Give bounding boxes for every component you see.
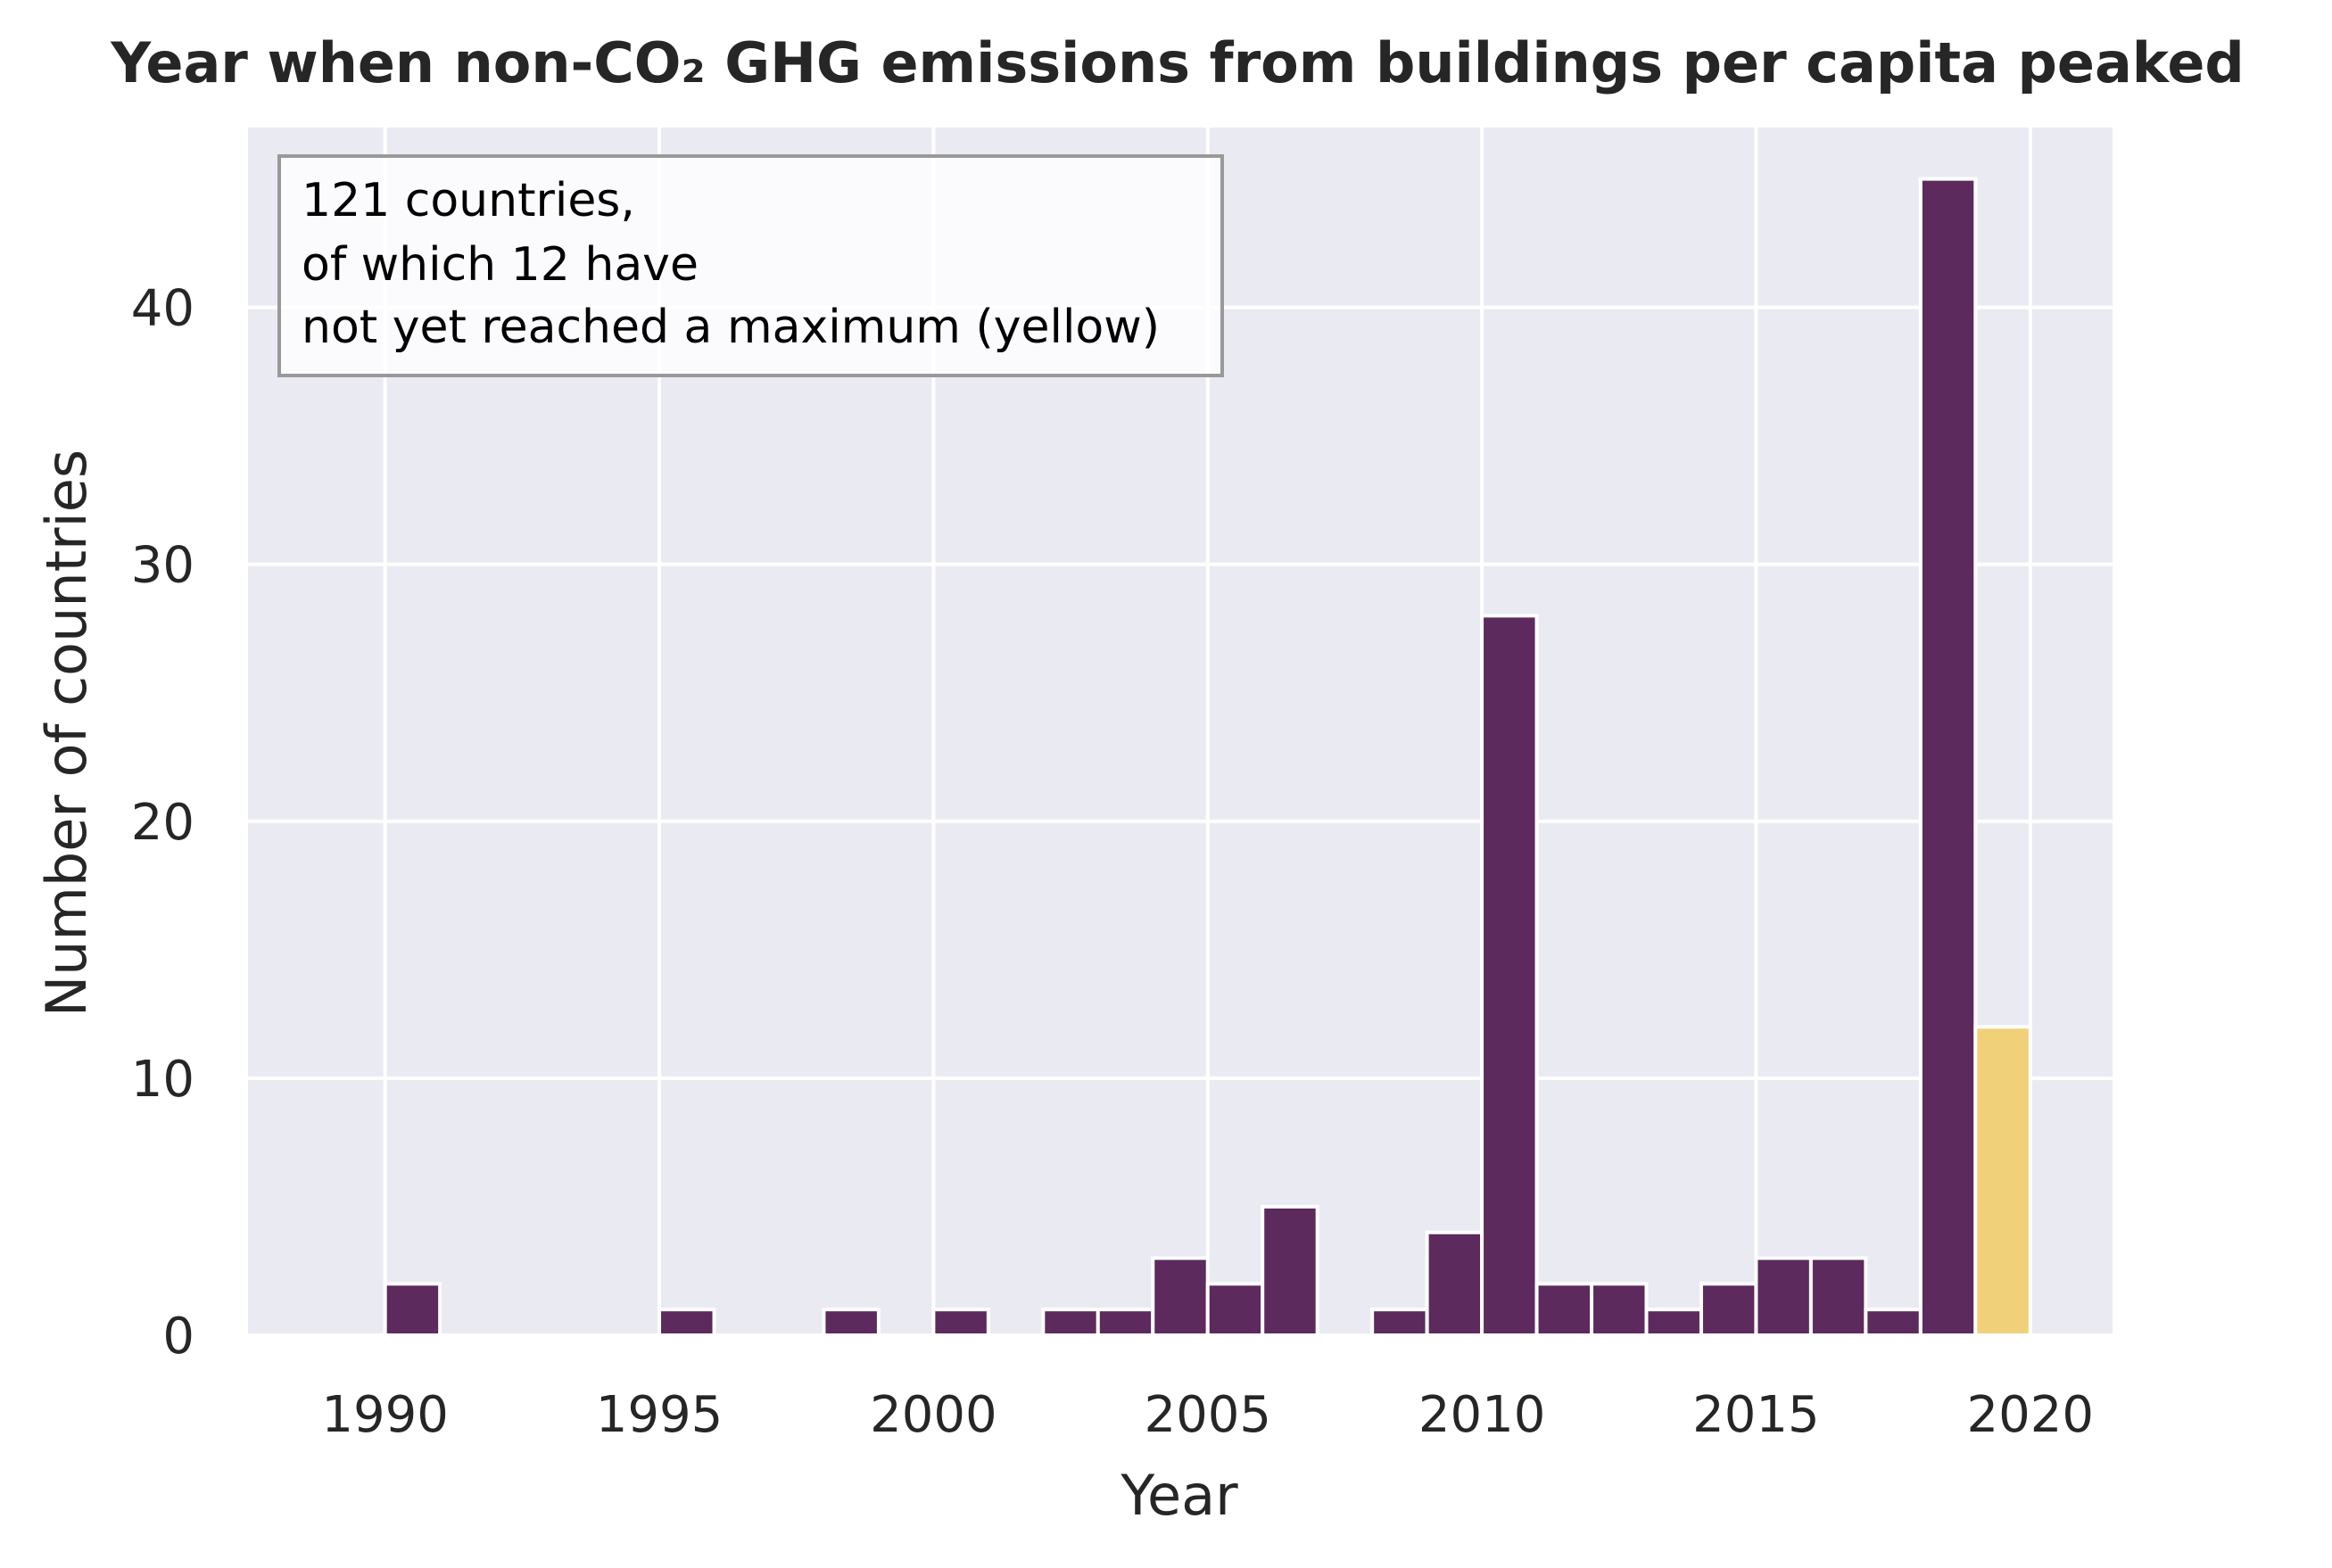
histogram-bar: [1534, 1282, 1594, 1337]
histogram-bar: [1918, 177, 1978, 1337]
annotation-box: 121 countries, of which 12 have not yet …: [277, 154, 1224, 377]
y-tick-label: 0: [162, 1308, 194, 1366]
histogram-bar: [1644, 1308, 1703, 1338]
histogram-bar: [1096, 1308, 1155, 1338]
y-axis-label: Number of countries: [34, 450, 99, 1017]
chart-title: Year when non-CO₂ GHG emissions from bui…: [110, 30, 2245, 95]
annotation-line: of which 12 have: [302, 238, 699, 292]
x-tick-label: 2000: [870, 1386, 997, 1444]
histogram-bar: [1151, 1256, 1210, 1337]
histogram-bar: [1590, 1282, 1649, 1337]
histogram-bar: [931, 1308, 990, 1338]
annotation-line: 121 countries,: [302, 174, 635, 227]
y-tick-label: 10: [131, 1051, 194, 1109]
y-tick-label: 40: [131, 280, 194, 338]
histogram-bar: [1864, 1308, 1923, 1338]
histogram-bar: [822, 1308, 881, 1338]
histogram-bar: [1754, 1256, 1813, 1337]
histogram-bar: [1699, 1282, 1758, 1337]
y-tick-labels: 0 10 20 30 40: [131, 280, 194, 1366]
x-axis-label: Year: [1120, 1463, 1238, 1528]
histogram-bar: [383, 1282, 442, 1337]
annotation-line: not yet reached a maximum (yellow): [302, 301, 1160, 354]
histogram-bar: [1425, 1230, 1484, 1338]
histogram-bar: [1808, 1256, 1868, 1337]
bars: [383, 177, 2032, 1338]
histogram-bar: [1480, 614, 1539, 1337]
histogram-bar: [1041, 1308, 1100, 1338]
y-tick-label: 20: [131, 794, 194, 852]
x-tick-labels: 1990 1995 2000 2005 2010 2015 2020: [321, 1386, 2094, 1444]
histogram-bar: [657, 1308, 716, 1338]
histogram-bar: [1205, 1282, 1265, 1337]
x-tick-label: 2010: [1418, 1386, 1546, 1444]
y-tick-label: 30: [131, 537, 194, 595]
x-tick-label: 2015: [1692, 1386, 1820, 1444]
histogram-bar: [1370, 1308, 1429, 1338]
x-tick-label: 2005: [1144, 1386, 1271, 1444]
x-tick-label: 2020: [1967, 1386, 2095, 1444]
histogram-bar: [1973, 1025, 2032, 1337]
histogram-bar: [1261, 1204, 1319, 1337]
x-tick-label: 1990: [321, 1386, 449, 1444]
x-tick-label: 1995: [596, 1386, 724, 1444]
